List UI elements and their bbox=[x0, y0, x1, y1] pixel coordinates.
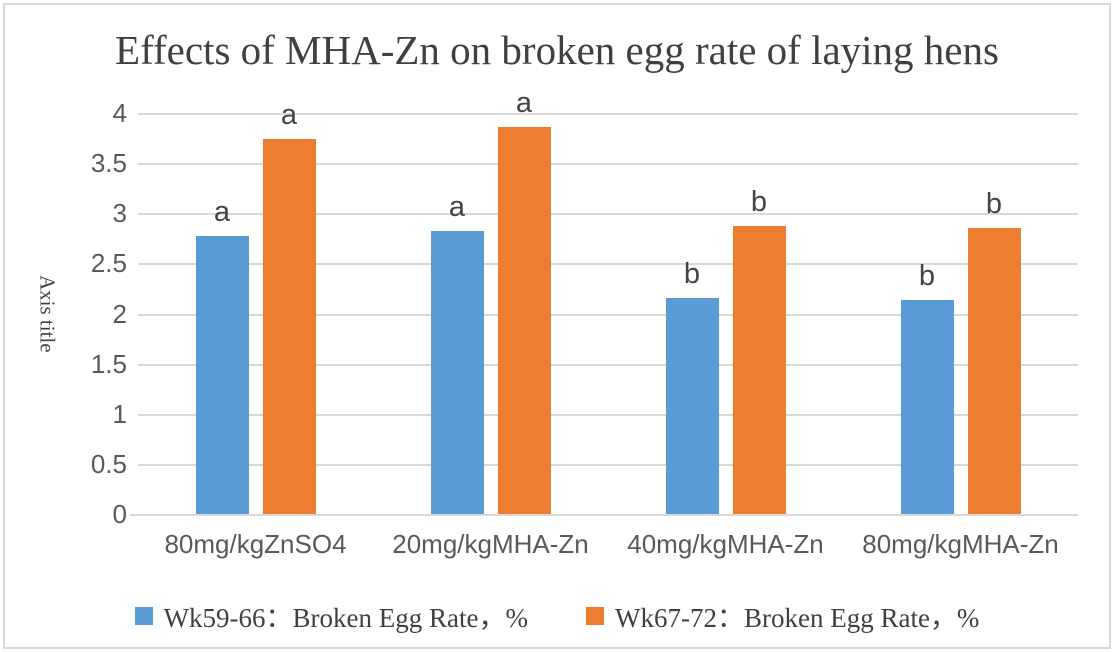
y-tick-label: 3.5 bbox=[90, 148, 127, 179]
bar-series0-cat3 bbox=[900, 299, 954, 514]
x-axis-line bbox=[130, 514, 1078, 516]
y-tick-label: 0.5 bbox=[90, 448, 127, 479]
significance-letter: a bbox=[515, 87, 533, 119]
y-axis-title: Axis title bbox=[35, 274, 60, 353]
y-tick-label: 3 bbox=[112, 198, 127, 229]
chart-title: Effects of MHA-Zn on broken egg rate of … bbox=[115, 27, 999, 73]
bar-series1-cat3 bbox=[967, 228, 1021, 514]
significance-letter: a bbox=[448, 191, 466, 224]
gridline bbox=[138, 363, 1078, 366]
significance-letter: b bbox=[683, 257, 701, 290]
legend-swatch-orange bbox=[586, 606, 604, 625]
y-tick-label: 1 bbox=[112, 398, 127, 429]
x-category-label: 20mg/kgMHA-Zn bbox=[392, 529, 589, 559]
bar-wrap: a bbox=[195, 196, 249, 514]
gridline bbox=[138, 463, 1078, 466]
bar-series1-cat1 bbox=[497, 127, 551, 514]
bar-wrap: b bbox=[732, 186, 786, 514]
significance-letter: a bbox=[280, 99, 298, 132]
gridline bbox=[138, 263, 1078, 266]
y-tick-label: 1.5 bbox=[90, 348, 127, 379]
bar-series1-cat0 bbox=[262, 139, 316, 514]
bar-series0-cat0 bbox=[195, 236, 249, 514]
bar-wrap: b bbox=[900, 259, 954, 514]
significance-letter: b bbox=[985, 188, 1003, 221]
legend-swatch-blue bbox=[134, 606, 153, 625]
gridline bbox=[138, 113, 1078, 115]
legend-label: Wk67-72：Broken Egg Rate，% bbox=[615, 603, 980, 633]
bar-wrap: b bbox=[967, 188, 1021, 514]
legend-item: Wk67-72：Broken Egg Rate，% bbox=[586, 596, 979, 635]
legend-item: Wk59-66：Broken Egg Rate，% bbox=[134, 596, 528, 635]
y-tick-label: 4 bbox=[112, 98, 127, 128]
gridline bbox=[138, 163, 1078, 166]
bar-wrap: b bbox=[665, 257, 719, 514]
gridline bbox=[138, 213, 1078, 216]
bar-wrap: a bbox=[430, 191, 484, 514]
y-tick-label: 0 bbox=[112, 499, 127, 529]
x-category-label: 80mg/kgZnSO4 bbox=[164, 529, 347, 559]
bar-wrap: a bbox=[497, 87, 551, 514]
bar-wrap: a bbox=[262, 99, 316, 514]
gridline bbox=[138, 313, 1078, 316]
significance-letter: b bbox=[750, 186, 768, 219]
y-tick-label: 2.5 bbox=[90, 248, 127, 279]
x-axis-category-labels: 80mg/kgZnSO4 20mg/kgMHA-Zn 40mg/kgMHA-Zn… bbox=[138, 529, 1078, 560]
significance-letter: a bbox=[213, 196, 231, 229]
bar-series0-cat2 bbox=[665, 297, 719, 514]
x-category-label: 80mg/kgMHA-Zn bbox=[862, 529, 1059, 559]
bar-series1-cat2 bbox=[732, 226, 786, 514]
gridline bbox=[138, 413, 1078, 416]
legend: Wk59-66：Broken Egg Rate，% Wk67-72：Broken… bbox=[0, 596, 1114, 635]
bar-series0-cat1 bbox=[430, 231, 484, 514]
significance-letter: b bbox=[918, 259, 936, 292]
y-tick-label: 2 bbox=[112, 298, 127, 329]
x-category-label: 40mg/kgMHA-Zn bbox=[627, 529, 824, 559]
legend-label: Wk59-66：Broken Egg Rate，% bbox=[163, 603, 528, 633]
